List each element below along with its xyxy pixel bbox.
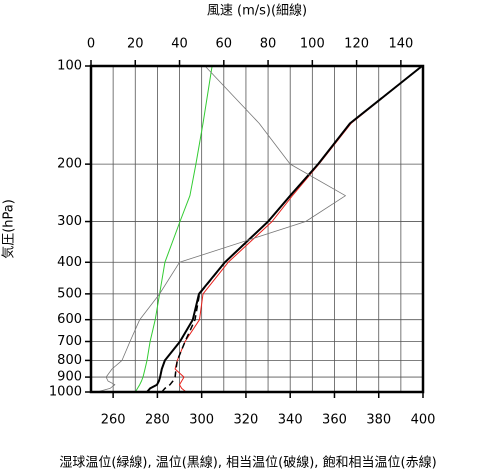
x2-tick-label: 20 bbox=[127, 37, 144, 52]
y-tick-label: 400 bbox=[57, 255, 82, 270]
profile-line bbox=[134, 65, 213, 393]
y-axis-label: 気圧(hPa) bbox=[1, 199, 17, 259]
x-tick-label: 280 bbox=[145, 413, 170, 428]
y-tick-label: 600 bbox=[57, 312, 82, 327]
plot-frame bbox=[89, 64, 425, 394]
caption: 湿球温位(緑線), 温位(黒線), 相当温位(破線), 飽和相当温位(赤線) bbox=[59, 455, 436, 471]
x2-tick-label: 0 bbox=[87, 37, 95, 52]
profile-line bbox=[161, 65, 423, 393]
x2-tick-label: 100 bbox=[300, 37, 325, 52]
profile-line bbox=[146, 65, 423, 393]
y-tick-label: 900 bbox=[57, 370, 82, 385]
x-tick-label: 400 bbox=[411, 413, 436, 428]
x-tick-label: 300 bbox=[189, 413, 214, 428]
y-tick-label: 200 bbox=[57, 157, 82, 172]
y-tick-label: 800 bbox=[57, 353, 82, 368]
x2-tick-label: 60 bbox=[216, 37, 233, 52]
x-tick-label: 360 bbox=[322, 413, 347, 428]
x2-tick-label: 80 bbox=[260, 37, 277, 52]
profile-line bbox=[174, 65, 423, 393]
x2-tick-label: 120 bbox=[344, 37, 369, 52]
x-tick-label: 320 bbox=[234, 413, 259, 428]
top-axis-title: 風速 (m/s)(細線) bbox=[207, 3, 307, 19]
x2-tick-label: 40 bbox=[171, 37, 188, 52]
x-tick-label: 260 bbox=[101, 413, 126, 428]
x-tick-label: 340 bbox=[278, 413, 303, 428]
y-tick-label: 100 bbox=[57, 59, 82, 74]
x-tick-label: 380 bbox=[366, 413, 391, 428]
y-tick-label: 500 bbox=[57, 286, 82, 301]
y-tick-label: 700 bbox=[57, 334, 82, 349]
y-tick-label: 1000 bbox=[49, 385, 82, 400]
x2-tick-label: 140 bbox=[388, 37, 413, 52]
profile-line bbox=[96, 65, 346, 393]
y-tick-label: 300 bbox=[57, 214, 82, 229]
